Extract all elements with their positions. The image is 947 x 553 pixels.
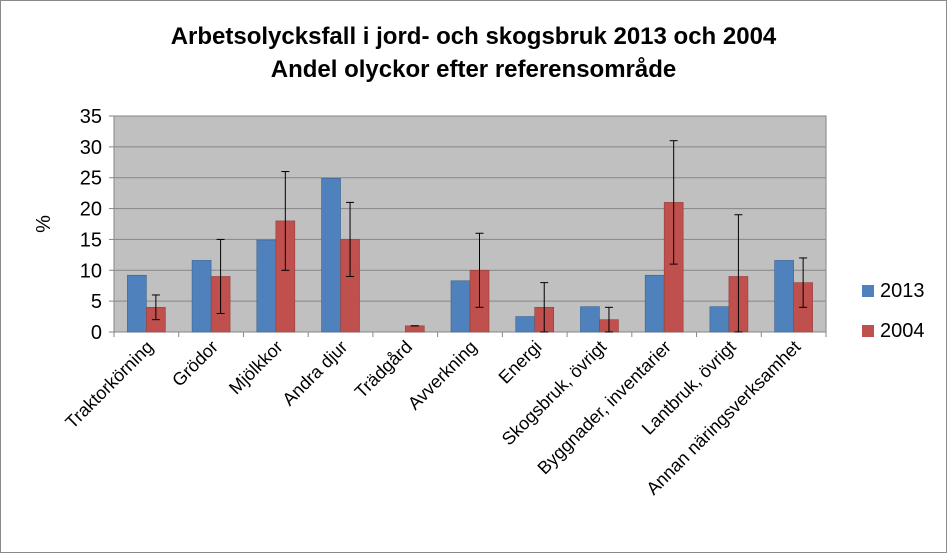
bar-2013 [774, 260, 794, 333]
chart-title-block: Arbetsolycksfall i jord- och skogsbruk 2… [0, 20, 947, 86]
bar-2013 [709, 306, 730, 333]
y-tick-label: 0 [91, 322, 102, 344]
y-tick-label: 30 [80, 137, 102, 159]
x-tick-label: Traktorkörning [61, 337, 157, 433]
bar-2013 [644, 274, 665, 333]
x-tick-label: Grödor [168, 337, 222, 391]
chart-title: Arbetsolycksfall i jord- och skogsbruk 2… [170, 23, 777, 50]
y-tick-label: 5 [91, 291, 102, 313]
legend: 2013 2004 [862, 280, 925, 342]
bar-2004 [404, 325, 425, 333]
bar-2013 [450, 280, 471, 333]
x-tick-label: Energi [495, 337, 546, 388]
x-tick-label: Trädgård [351, 337, 416, 402]
y-tick-label: 25 [80, 168, 102, 190]
y-tick-label: 20 [80, 199, 102, 221]
bar-2013 [127, 274, 147, 333]
y-tick-label: 10 [80, 260, 102, 282]
bar-2013 [515, 316, 536, 333]
bar-2013 [191, 260, 212, 333]
y-axis-ticks: 0 5 10 15 20 25 30 35 [80, 106, 114, 344]
bar-2013 [256, 239, 277, 333]
bar-2013 [321, 178, 341, 333]
bar-2013 [580, 306, 600, 333]
x-tick-label: Andra djur [278, 337, 351, 410]
x-tick-label: Avverkning [404, 337, 481, 414]
legend-swatch-2013 [862, 285, 874, 297]
error-bars [151, 140, 808, 333]
x-tick-label: Mjölkkor [225, 337, 287, 399]
y-axis-label: % [33, 215, 55, 233]
legend-label-2004: 2004 [880, 320, 925, 342]
bars [127, 178, 813, 333]
legend-swatch-2004 [862, 325, 874, 337]
y-tick-label: 15 [80, 229, 102, 251]
legend-label-2013: 2013 [880, 280, 925, 302]
y-tick-label: 35 [80, 106, 102, 128]
chart-subtitle: Andel olyckor efter referensområde [270, 56, 677, 83]
